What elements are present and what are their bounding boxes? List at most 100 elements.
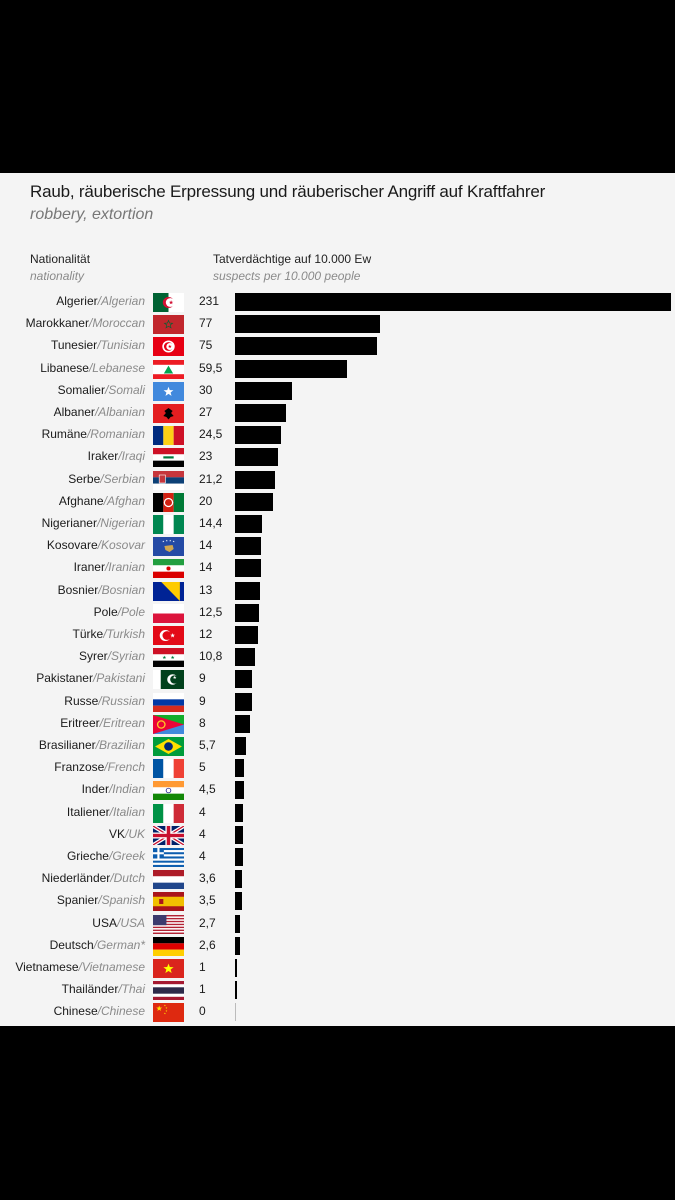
- label-separator: /: [117, 604, 121, 619]
- label-separator: /: [104, 560, 109, 575]
- value-label: 3,5: [199, 893, 216, 908]
- category-label-en: Syrian: [110, 649, 145, 664]
- nigeria-flag: [153, 515, 184, 534]
- category-label-de: Brasilianer: [38, 738, 96, 752]
- label-separator: /: [96, 516, 101, 530]
- value-label: 77: [199, 316, 213, 331]
- chart-row: Chinese/Chinese 0: [0, 1001, 675, 1023]
- morocco-flag: [153, 315, 184, 335]
- india-flag: [153, 781, 184, 801]
- kosovo-flag: [153, 537, 184, 557]
- label-separator: /: [97, 338, 101, 353]
- bar: [235, 892, 242, 911]
- category-label: Pakistaner/Pakistani: [36, 671, 145, 685]
- somalia-flag: [153, 381, 184, 401]
- bar: [235, 981, 237, 1000]
- chart-row: Grieche/Greek 4: [0, 846, 675, 868]
- category-label-de: Iraker: [87, 449, 119, 464]
- label-separator: /: [110, 871, 114, 886]
- label-separator: /: [93, 937, 97, 952]
- china-flag: [153, 1003, 184, 1023]
- chart-row: Spanier/Spanish 3,5: [0, 890, 675, 912]
- category-label: Eritreer/Eritrean: [60, 716, 145, 730]
- label-separator: /: [103, 493, 107, 508]
- bar: [235, 737, 246, 755]
- chart-row: Russe/Russian 9: [0, 691, 675, 713]
- value-label: 4: [199, 849, 206, 863]
- value-label: 12,5: [199, 604, 223, 619]
- bar: [235, 803, 243, 822]
- category-label-de: Deutsch: [49, 937, 94, 952]
- value-header: Tatverdächtige auf 10.000 Ew: [213, 252, 372, 266]
- label-separator: /: [103, 627, 107, 641]
- label-separator: /: [118, 449, 122, 464]
- pakistan-flag: [153, 670, 184, 690]
- value-label: 75: [199, 338, 213, 353]
- label-separator: /: [94, 405, 99, 419]
- category-label: Syrer/Syrian: [79, 649, 145, 663]
- category-label-de: Inder: [81, 782, 109, 797]
- category-label-de: Albaner: [53, 405, 95, 419]
- bar: [235, 581, 260, 600]
- bar: [235, 825, 243, 844]
- category-label-en: Russian: [101, 693, 145, 708]
- category-label: Russe/Russian: [64, 694, 145, 708]
- category-label-de: Kosovare: [46, 538, 98, 553]
- label-separator: /: [108, 782, 113, 797]
- value-label: 2,6: [199, 937, 216, 952]
- category-label-de: Thailänder: [61, 982, 119, 997]
- bar: [235, 626, 258, 644]
- greece-flag: [153, 848, 184, 867]
- category-label-de: Grieche: [66, 849, 109, 863]
- bar: [235, 759, 245, 778]
- category-label: VK/UK: [109, 827, 145, 841]
- category-label-en: Eritrean: [102, 715, 145, 730]
- serbia-flag: [153, 470, 184, 490]
- label-separator: /: [86, 427, 91, 442]
- category-label: Türke/Turkish: [73, 627, 145, 641]
- poland-flag: [153, 603, 184, 623]
- category-label: Marokkaner/Moroccan: [26, 316, 145, 330]
- value-label: 14: [199, 560, 213, 575]
- category-label-de: Bosnier: [57, 582, 99, 597]
- category-label-en: Italian: [112, 804, 145, 819]
- category-label-de: USA: [92, 915, 117, 930]
- category-label-en: Algerian: [100, 294, 145, 308]
- category-label-de: Italiener: [66, 804, 110, 819]
- chart-row: Nigerianer/Nigerian 14,4: [0, 513, 675, 535]
- bar: [235, 559, 262, 578]
- category-label: Bosnier/Bosnian: [58, 583, 145, 597]
- category-label-de: Afghane: [58, 493, 104, 508]
- category-label-en: Bosnian: [101, 582, 145, 597]
- category-label-de: Serbe: [68, 471, 101, 486]
- category-label-en: Pole: [120, 604, 145, 619]
- category-label: Serbe/Serbian: [68, 472, 145, 486]
- chart-row: Tunesier/Tunisian 75: [0, 335, 675, 357]
- category-label-en: Nigerian: [100, 516, 145, 530]
- lebanon-flag: [153, 359, 184, 379]
- albania-flag: [153, 404, 184, 423]
- category-label-en: Serbian: [103, 471, 145, 486]
- bar: [235, 1003, 236, 1022]
- category-label-de: Pakistaner: [36, 671, 93, 686]
- category-label-en: Dutch: [113, 871, 145, 886]
- chart-row: Eritreer/Eritrean 8: [0, 713, 675, 735]
- category-label-en: UK: [128, 826, 145, 841]
- category-label-de: Spanier: [56, 893, 99, 908]
- category-label-en: Somali: [108, 382, 145, 397]
- value-label: 231: [199, 294, 220, 308]
- italy-flag: [153, 803, 184, 823]
- label-separator: /: [98, 893, 102, 908]
- category-label-de: Niederländer: [41, 871, 111, 886]
- chart-row: Marokkaner/Moroccan 77: [0, 313, 675, 335]
- category-label: Thailänder/Thai: [62, 982, 145, 996]
- bar: [235, 714, 251, 733]
- bar: [235, 537, 262, 556]
- category-label: Iraker/Iraqi: [88, 449, 145, 463]
- value-label: 5,7: [199, 738, 216, 752]
- category-label-en: Albanian: [98, 405, 145, 419]
- label-separator: /: [98, 582, 102, 597]
- category-label: Tunesier/Tunisian: [51, 338, 145, 352]
- value-label: 9: [199, 693, 206, 708]
- bar: [235, 603, 259, 622]
